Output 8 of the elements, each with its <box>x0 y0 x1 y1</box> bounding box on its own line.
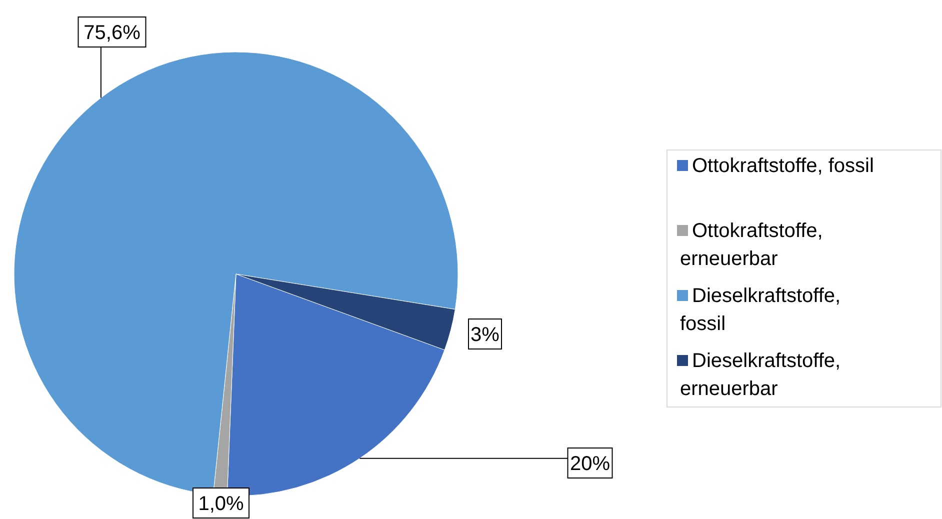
data-label: 75,6% <box>84 22 141 44</box>
data-label: 20% <box>570 453 610 475</box>
legend-label: Dieselkraftstoffe, fossil <box>680 285 841 335</box>
data-label: 1,0% <box>198 493 244 515</box>
legend-label: Dieselkraftstoffe, erneuerbar <box>680 350 841 400</box>
legend-label: Ottokraftstoffe, fossil <box>692 155 874 177</box>
legend-label: Ottokraftstoffe, erneuerbar <box>680 220 823 270</box>
data-label: 3% <box>470 324 500 346</box>
